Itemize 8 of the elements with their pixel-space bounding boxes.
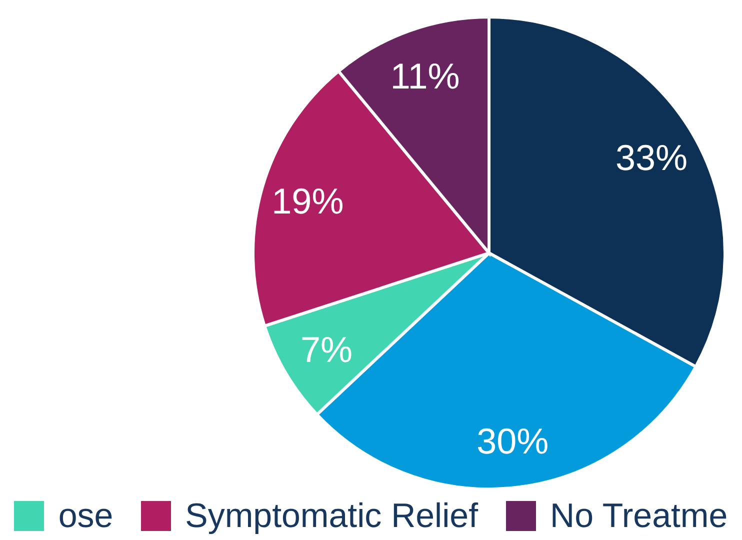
legend-label: Symptomatic Relief [185, 496, 478, 536]
legend-label: No Treatme [550, 496, 728, 536]
legend-label: ose [58, 496, 114, 536]
data-label: 33% [615, 136, 688, 178]
data-label: 7% [300, 328, 353, 370]
data-label: 30% [476, 420, 549, 461]
data-label: 11% [390, 54, 460, 96]
data-label: 19% [272, 180, 344, 221]
